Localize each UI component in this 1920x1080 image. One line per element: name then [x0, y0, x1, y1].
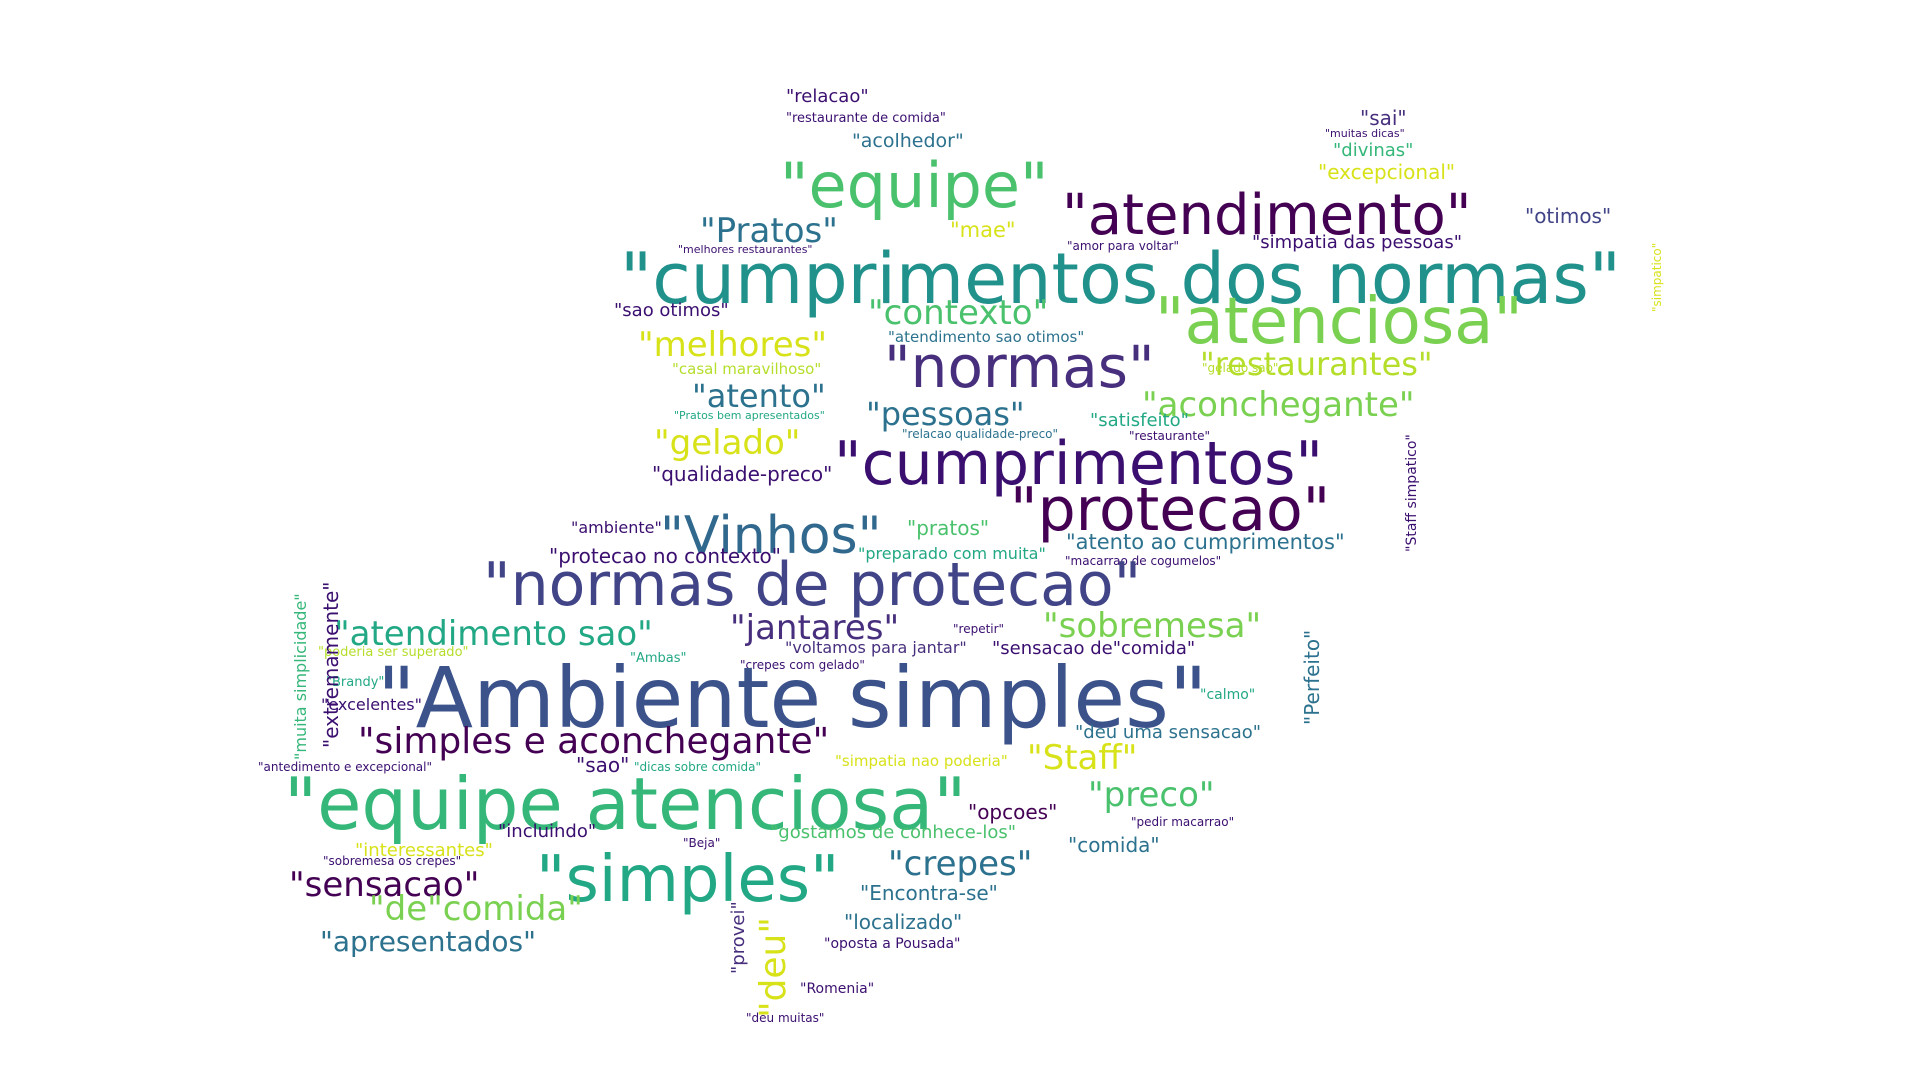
word-44: "normas de protecao" — [483, 550, 1142, 620]
word-76: "crepes" — [888, 844, 1033, 884]
word-40: "atento ao cumprimentos" — [1066, 530, 1345, 554]
word-4: "sai" — [1360, 106, 1407, 130]
word-75: "simples" — [536, 843, 840, 917]
word-36: "protecao" — [1010, 475, 1331, 545]
word-2: "restaurante de comida" — [786, 111, 946, 126]
word-79: "de"comida" — [369, 889, 583, 929]
word-71: "comida" — [1068, 833, 1160, 857]
word-18: "contexto" — [868, 293, 1049, 333]
word-26: "atento" — [692, 377, 826, 415]
word-81: "apresentados" — [320, 925, 537, 958]
word-87: "muita simplicidade" — [291, 593, 310, 760]
word-73: "sobremesa os crepes" — [323, 854, 462, 868]
word-16: "cumprimentos dos normas" — [620, 238, 1621, 320]
word-41: "protecao no contexto" — [549, 544, 781, 568]
word-91: "simpatico" — [1650, 242, 1664, 312]
word-29: "Pratos bem apresentados" — [674, 409, 825, 422]
word-62: "sao" — [576, 753, 630, 777]
word-59: "deu uma sensacao" — [1075, 722, 1262, 743]
word-72: "interessantes" — [355, 840, 493, 861]
word-25: "gelado sao" — [1202, 361, 1279, 375]
word-46: "jantares" — [730, 608, 900, 648]
word-6: "divinas" — [1333, 140, 1414, 161]
word-37: "Vinhos" — [660, 506, 882, 566]
word-48: "sobremesa" — [1043, 606, 1262, 646]
word-90: "Staff simpatico" — [1404, 434, 1420, 552]
word-34: "cumprimentos" — [834, 429, 1323, 499]
word-38: "ambiente" — [571, 518, 662, 537]
word-67: "opcoes" — [968, 800, 1058, 824]
word-35: "qualidade-preco" — [652, 462, 833, 486]
word-33: "gelado" — [654, 423, 801, 463]
word-55: "Ambiente simples" — [377, 649, 1208, 747]
word-63: "dicas sobre comida" — [634, 760, 762, 774]
word-42: "preparado com muita" — [858, 544, 1046, 563]
word-22: "normas" — [884, 333, 1155, 401]
word-30: "satisfeito" — [1090, 410, 1189, 431]
word-80: "localizado" — [844, 910, 963, 934]
word-7: "excepcional" — [1318, 160, 1456, 184]
word-51: "sensacao de"comida" — [992, 638, 1196, 659]
word-9: "atendimento" — [1062, 183, 1472, 248]
word-86: "provei" — [728, 901, 749, 974]
word-5: "muitas dicas" — [1325, 127, 1405, 140]
word-57: "excelentes" — [321, 695, 422, 714]
word-12: "mae" — [950, 218, 1016, 242]
word-10: "otimos" — [1525, 204, 1612, 228]
word-11: "Pratos" — [700, 211, 838, 251]
word-74: "Beja" — [683, 836, 721, 850]
word-66: "preco" — [1088, 775, 1215, 815]
word-45: "atendimento sao" — [334, 614, 653, 654]
word-85: "deu" — [753, 917, 794, 1018]
word-39: "pratos" — [907, 516, 990, 540]
word-28: "aconchegante" — [1142, 385, 1415, 425]
word-21: "atendimento sao otimos" — [888, 328, 1085, 346]
word-3: "acolhedor" — [852, 130, 964, 152]
word-43: "macarrao de cogumelos" — [1065, 554, 1222, 568]
word-82: "oposta a Pousada" — [824, 936, 961, 952]
word-53: "crepes com gelado" — [740, 658, 865, 672]
word-23: "restaurantes" — [1200, 345, 1433, 383]
word-88: "extremamente" — [319, 581, 343, 748]
word-65: "equipe atenciosa" — [284, 762, 967, 846]
word-32: "restaurante" — [1129, 429, 1210, 443]
word-83: "Romenia" — [800, 981, 875, 997]
word-64: "simpatia nao poderia" — [835, 752, 1008, 770]
word-68: "pedir macarrao" — [1131, 815, 1235, 829]
word-52: "Ambas" — [630, 651, 687, 666]
word-17: "sao otimos" — [614, 300, 729, 321]
word-60: "Staff" — [1027, 738, 1138, 778]
word-54: "Brandy" — [326, 675, 385, 690]
word-15: "simpatia das pessoas" — [1252, 232, 1462, 253]
word-19: "atenciosa" — [1155, 285, 1523, 359]
word-49: "poderia ser superado" — [318, 645, 469, 660]
word-58: "simples e aconchegante" — [358, 721, 830, 762]
word-31: "relacao qualidade-preco" — [902, 427, 1059, 441]
word-8: "equipe" — [780, 149, 1049, 222]
word-14: "amor para voltar" — [1067, 239, 1180, 253]
word-70: "gostamos de conhece-los" — [770, 822, 1016, 843]
word-69: "incluindo" — [498, 821, 597, 842]
word-50: "voltamos para jantar" — [785, 638, 967, 657]
word-89: "Perfeito" — [1300, 629, 1324, 725]
word-20: "melhores" — [638, 325, 827, 365]
word-1: "relacao" — [786, 86, 869, 107]
word-13: "melhores restaurantes" — [678, 243, 813, 256]
word-47: "repetir" — [953, 622, 1005, 636]
word-78: "Encontra-se" — [860, 881, 998, 905]
word-61: "antedimento e excepcional" — [258, 760, 432, 774]
word-56: "calmo" — [1200, 687, 1256, 703]
word-27: "pessoas" — [866, 395, 1025, 433]
word-84: "deu muitas" — [746, 1011, 825, 1025]
word-77: "sensacao" — [289, 865, 480, 905]
word-24: "casal maravilhoso" — [672, 360, 822, 378]
